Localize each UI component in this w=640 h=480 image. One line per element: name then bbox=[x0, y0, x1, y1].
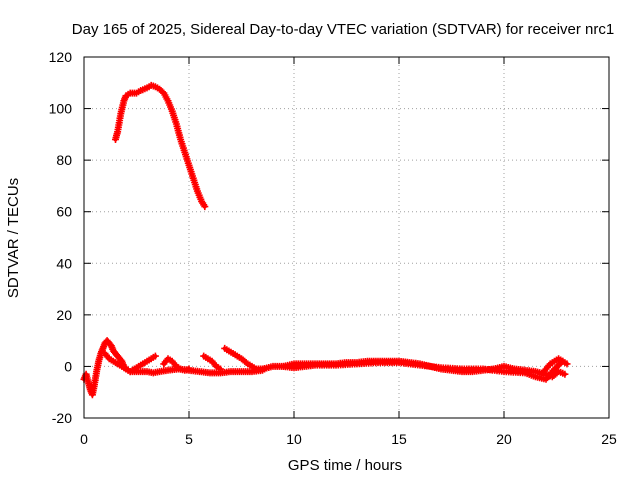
axis-ticks: 0 5 10 15 20 25 -20 0 20 40 60 80 100 120 bbox=[49, 49, 617, 447]
grid-lines bbox=[84, 57, 609, 418]
data-point bbox=[185, 365, 193, 373]
y-axis-label: SDTVAR / TECUs bbox=[5, 178, 22, 298]
y-tick-label: 40 bbox=[56, 255, 72, 271]
y-tick-label: 0 bbox=[64, 358, 72, 374]
x-tick-label: 15 bbox=[391, 431, 407, 447]
data-point bbox=[563, 360, 571, 368]
y-tick-label: 20 bbox=[56, 307, 72, 323]
series-near-zero-1 bbox=[80, 337, 266, 399]
y-tick-label: 120 bbox=[49, 49, 73, 65]
y-tick-label: -20 bbox=[52, 410, 72, 426]
series-near-zero-4 bbox=[200, 352, 224, 373]
plot-frame bbox=[83, 56, 610, 419]
chart-title: Day 165 of 2025, Sidereal Day-to-day VTE… bbox=[72, 21, 614, 38]
series-near-zero-5 bbox=[221, 344, 269, 373]
data-points bbox=[80, 81, 571, 399]
x-tick-label: 20 bbox=[496, 431, 512, 447]
x-tick-label: 25 bbox=[601, 431, 617, 447]
y-tick-label: 100 bbox=[49, 101, 73, 117]
x-tick-label: 5 bbox=[185, 431, 193, 447]
series-near-zero-8 bbox=[538, 355, 571, 378]
data-point bbox=[561, 370, 569, 378]
series-near-zero-3 bbox=[160, 355, 193, 374]
series-near-zero-2 bbox=[101, 350, 159, 376]
x-axis-label: GPS time / hours bbox=[288, 457, 402, 474]
data-point bbox=[151, 352, 159, 360]
x-tick-label: 10 bbox=[286, 431, 302, 447]
x-tick-label: 0 bbox=[80, 431, 88, 447]
data-point bbox=[217, 365, 224, 373]
series-near-zero-7 bbox=[280, 357, 567, 383]
y-tick-label: 60 bbox=[56, 204, 72, 220]
series-high-arc bbox=[112, 81, 209, 211]
data-point bbox=[201, 203, 209, 211]
y-tick-label: 80 bbox=[56, 152, 72, 168]
